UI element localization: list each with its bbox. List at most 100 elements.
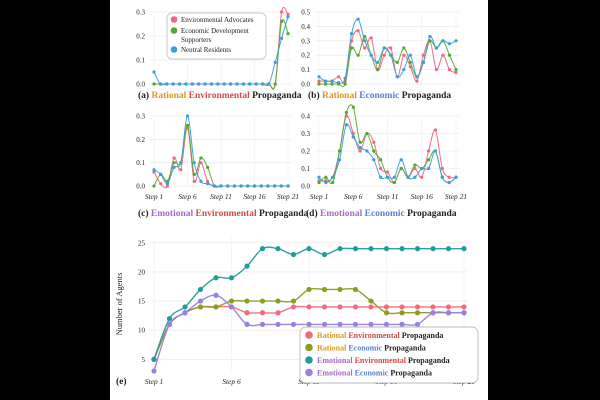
chart-d: 0.0 0.1 0.2 0.3 0.4 Step 1 Step 6 Step 11 Step 1… [301, 104, 467, 201]
legend-word: Rational [317, 344, 348, 353]
data-point [244, 310, 250, 316]
data-point [368, 304, 374, 310]
data-point [420, 175, 424, 179]
data-point [259, 321, 266, 327]
data-point [273, 60, 277, 64]
data-point [352, 286, 359, 293]
data-point [414, 304, 421, 310]
data-point [447, 53, 452, 57]
data-point [158, 82, 162, 86]
data-point [399, 166, 403, 171]
legend-word: Economic [348, 344, 384, 353]
data-point [228, 304, 235, 310]
data-point [235, 82, 239, 86]
data-point [336, 75, 341, 79]
data-point [382, 46, 386, 50]
data-point [406, 175, 410, 179]
caption-prefix: (a) [138, 90, 151, 101]
y-tick-label: 20 [138, 268, 146, 276]
data-point [275, 321, 281, 327]
data-point [344, 110, 348, 115]
data-point [197, 304, 204, 310]
x-tick-label: Step 11 [377, 192, 399, 201]
data-point [166, 315, 173, 322]
data-point [151, 368, 157, 374]
data-point [343, 82, 347, 86]
data-point [248, 82, 252, 86]
caption-word: Emotional [320, 209, 365, 219]
data-point [414, 246, 421, 252]
data-point [399, 158, 403, 162]
legend-label: Neutral Residents [181, 46, 231, 54]
data-point [372, 158, 376, 162]
data-point [206, 182, 210, 186]
data-point [363, 46, 367, 50]
data-point [219, 184, 223, 188]
data-point [306, 321, 312, 327]
data-point [372, 149, 376, 153]
data-point [352, 304, 359, 310]
data-point [228, 298, 235, 304]
data-point [445, 246, 452, 252]
data-point [376, 60, 380, 64]
data-point [331, 180, 335, 185]
data-point [275, 310, 281, 316]
data-point [259, 310, 266, 316]
data-point [206, 165, 210, 169]
data-point [389, 53, 393, 57]
data-point [447, 180, 451, 185]
data-point [321, 304, 328, 310]
data-point [414, 310, 421, 316]
data-point [206, 179, 210, 183]
data-point [331, 175, 335, 179]
caption-prefix: (d) [306, 208, 320, 219]
y-tick-label: 0.3 [301, 130, 310, 138]
data-point [385, 170, 390, 174]
data-point [379, 166, 383, 171]
y-tick-label: 0.3 [136, 9, 145, 17]
data-point [383, 246, 390, 252]
x-tick-label: Step 16 [411, 192, 434, 201]
data-point [395, 75, 399, 79]
data-point [368, 246, 374, 252]
data-point [402, 46, 406, 50]
y-tick-label: 0.1 [301, 165, 310, 173]
data-point [177, 82, 182, 86]
data-point [389, 46, 393, 50]
data-point [244, 263, 250, 269]
data-point [199, 179, 203, 183]
y-tick-label: 0.3 [136, 113, 145, 121]
y-tick-label: 0.1 [136, 57, 145, 65]
legend-box [299, 326, 479, 384]
data-point [379, 158, 383, 162]
data-point [290, 251, 297, 258]
data-point [383, 321, 390, 327]
x-tick-label: Step 21 [445, 192, 467, 201]
data-point [152, 82, 156, 86]
x-tick-label: Step 1 [145, 192, 164, 201]
legend-label: Emotional Economic Propaganda [317, 369, 432, 378]
data-point [286, 184, 290, 188]
figure-panel: 0.0 0.1 0.2 0.3 Environmental Advocates Econo… [110, 0, 488, 400]
data-point [324, 175, 328, 179]
data-point [447, 42, 452, 46]
legend-swatch [305, 331, 313, 339]
data-point [434, 46, 439, 50]
data-point [290, 321, 297, 327]
data-point [152, 70, 156, 74]
caption-word: Environmental [189, 91, 252, 101]
y-tick-label: 0.4 [301, 113, 310, 121]
data-point [212, 184, 216, 188]
y-tick-label: 15 [138, 298, 146, 306]
x-tick-label: Step 6 [178, 192, 197, 201]
data-point [185, 123, 190, 127]
data-point [159, 182, 163, 186]
data-point [152, 184, 156, 188]
data-point [434, 68, 439, 72]
data-point [372, 140, 376, 144]
data-point [317, 180, 321, 185]
data-point [323, 82, 328, 86]
data-point [420, 166, 424, 171]
data-point [267, 82, 271, 86]
data-point [413, 175, 417, 179]
